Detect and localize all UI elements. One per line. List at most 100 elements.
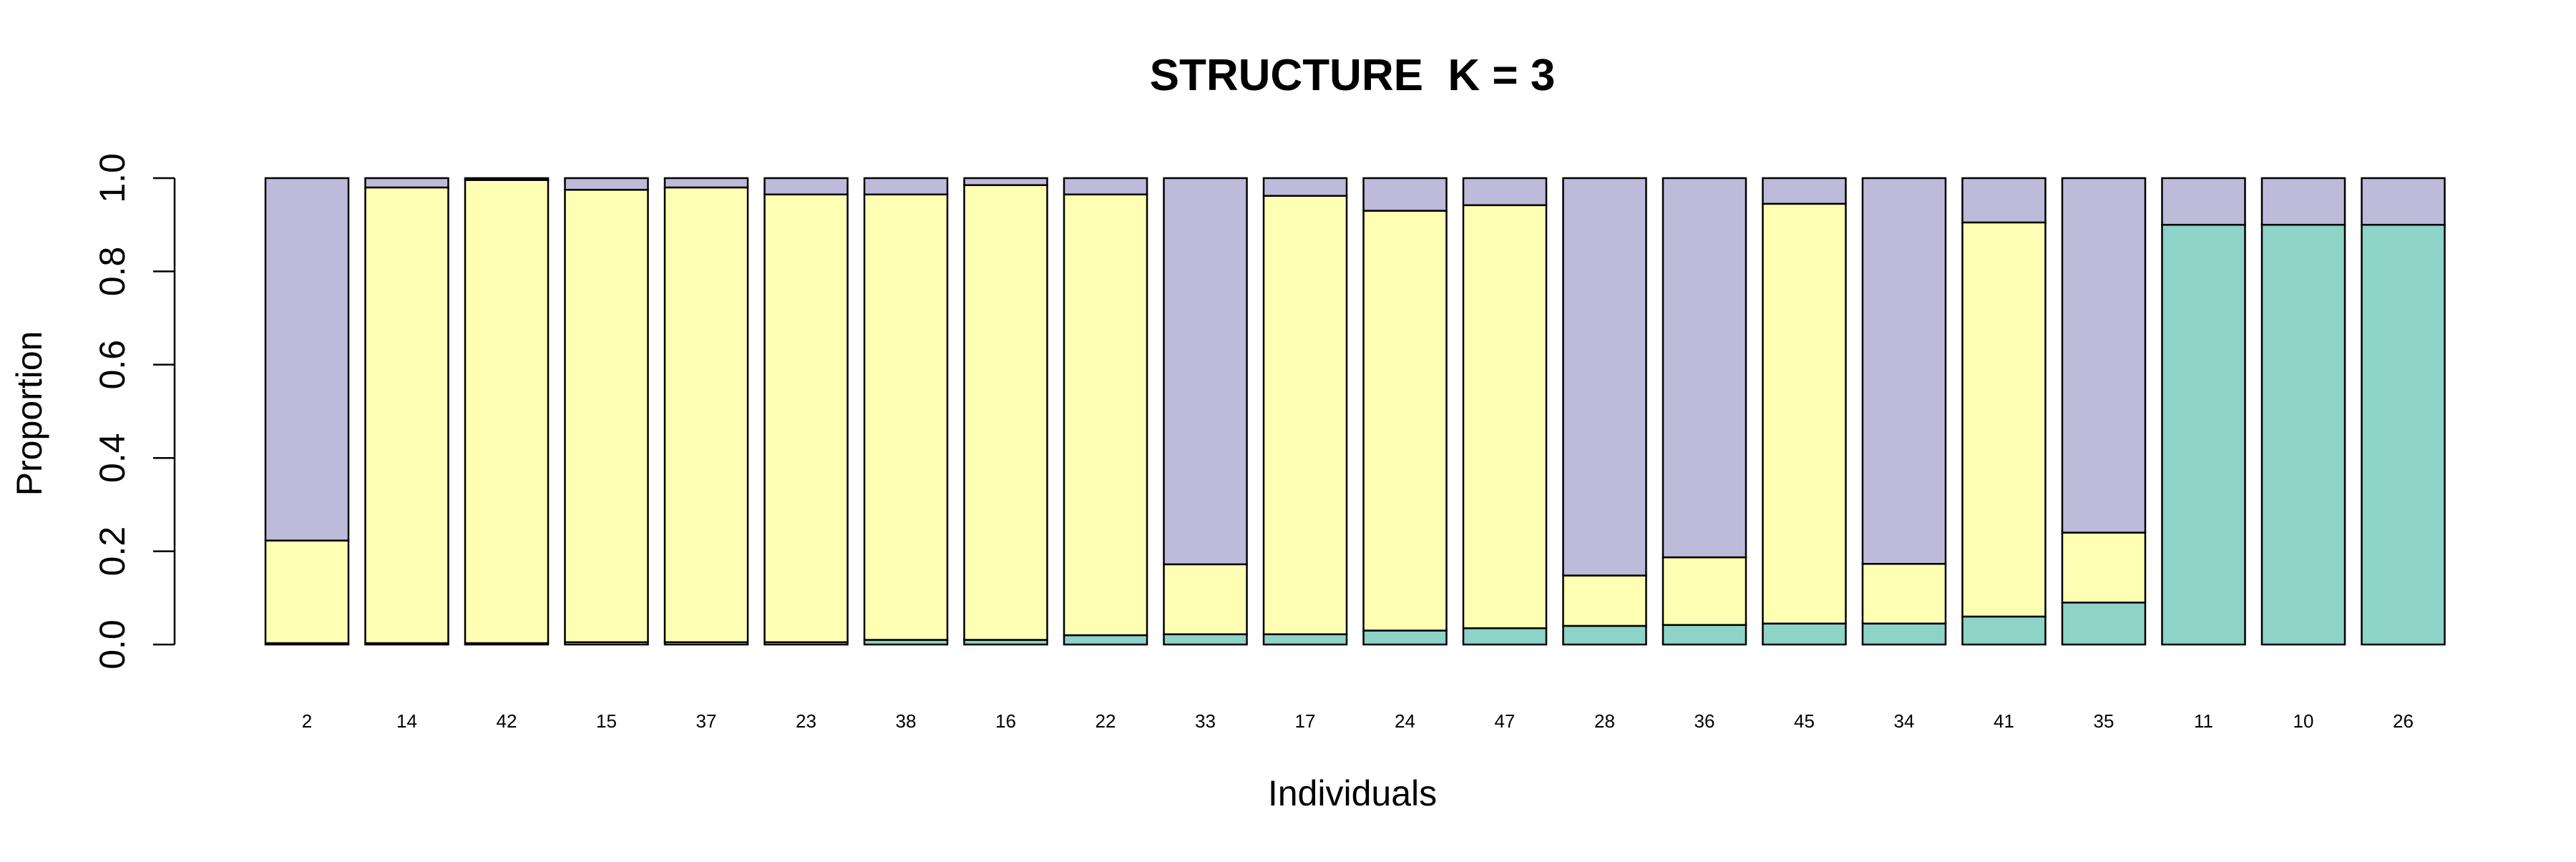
x-tick-label: 42	[497, 710, 517, 732]
bar-segment-42-3	[464, 177, 550, 181]
y-axis: 0.0 0.2 0.4 0.6 0.8 1.0	[92, 153, 176, 670]
bar-segment-45-3	[1762, 177, 1847, 205]
bar-26	[2361, 177, 2446, 646]
bar-segment-24-2	[1362, 210, 1448, 632]
x-tick-label: 10	[2293, 710, 2314, 732]
bar-segment-33-3	[1163, 177, 1248, 566]
bar-37	[663, 177, 749, 646]
bar-segment-2-2	[264, 539, 350, 645]
bar-segment-28-1	[1562, 625, 1647, 646]
bar-segment-15-3	[564, 177, 649, 191]
bar-segment-35-3	[2061, 177, 2147, 534]
x-tick-label: 22	[1096, 710, 1116, 732]
x-tick-label: 37	[696, 710, 717, 732]
x-tick-label: 35	[2094, 710, 2114, 732]
bar-segment-28-3	[1562, 177, 1647, 577]
bar-22	[1063, 177, 1148, 646]
x-tick-label: 34	[1894, 710, 1915, 732]
x-tick-label: 28	[1594, 710, 1615, 732]
x-tick-label: 15	[596, 710, 617, 732]
bar-34	[1861, 177, 1947, 646]
x-tick-label: 41	[1994, 710, 2014, 732]
y-tick-label: 1.0	[92, 153, 132, 203]
bar-segment-17-3	[1262, 177, 1348, 197]
bar-segment-11-3	[2161, 177, 2246, 226]
bar-segment-22-2	[1063, 193, 1148, 637]
x-tick-label: 24	[1395, 710, 1415, 732]
bar-segment-24-1	[1362, 630, 1448, 646]
bar-segment-23-2	[763, 193, 849, 643]
chart-title: STRUCTURE K = 3	[1150, 51, 1556, 100]
bar-segment-17-1	[1262, 633, 1348, 646]
bar-24	[1362, 177, 1448, 646]
bar-segment-11-1	[2161, 223, 2246, 646]
x-tick-label: 26	[2393, 710, 2414, 732]
bar-segment-36-1	[1662, 624, 1747, 646]
bar-segment-34-2	[1861, 562, 1947, 625]
bar-segment-14-2	[364, 186, 449, 645]
y-tick-label: 0.4	[92, 433, 132, 483]
bar-segment-14-3	[364, 177, 449, 189]
bar-segment-37-2	[663, 186, 749, 643]
bar-segment-47-3	[1462, 177, 1548, 207]
bar-segment-41-1	[1961, 615, 2046, 646]
bar-42	[464, 177, 550, 646]
y-tick-label: 0.0	[92, 619, 132, 670]
bar-segment-38-3	[863, 177, 949, 196]
x-tick-label: 23	[796, 710, 816, 732]
bar-segment-10-1	[2260, 223, 2346, 646]
bar-segment-33-2	[1163, 563, 1248, 635]
x-tick-label: 17	[1295, 710, 1316, 732]
x-tick-label: 16	[995, 710, 1016, 732]
bar-segment-23-3	[763, 177, 849, 196]
bar-23	[763, 177, 849, 646]
bars	[264, 177, 2446, 646]
bar-segment-34-3	[1861, 177, 1947, 565]
bar-17	[1262, 177, 1348, 646]
bar-segment-28-2	[1562, 574, 1647, 627]
bar-segment-24-3	[1362, 177, 1448, 212]
x-tick-label: 45	[1794, 710, 1815, 732]
x-tick-label: 11	[2194, 710, 2213, 732]
bar-segment-36-2	[1662, 556, 1747, 626]
bar-segment-34-1	[1861, 622, 1947, 646]
bar-segment-16-2	[963, 184, 1048, 641]
bar-segment-37-3	[663, 177, 749, 189]
bar-10	[2260, 177, 2346, 646]
bar-segment-47-1	[1462, 627, 1548, 646]
bar-segment-47-2	[1462, 204, 1548, 630]
bar-15	[564, 177, 649, 646]
bar-segment-10-3	[2260, 177, 2346, 226]
bar-33	[1163, 177, 1248, 646]
bar-28	[1562, 177, 1647, 646]
x-tick-label: 36	[1694, 710, 1715, 732]
bar-36	[1662, 177, 1747, 646]
y-tick-label: 0.8	[92, 247, 132, 297]
x-axis-label: Individuals	[1268, 773, 1437, 813]
bar-segment-17-2	[1262, 195, 1348, 635]
x-tick-label: 14	[396, 710, 417, 732]
bar-segment-22-3	[1063, 177, 1148, 196]
bar-segment-26-3	[2361, 177, 2446, 226]
bar-segment-42-2	[464, 179, 550, 645]
bar-segment-33-1	[1163, 633, 1248, 646]
bar-14	[364, 177, 449, 646]
bar-segment-45-1	[1762, 622, 1847, 646]
x-tick-label: 2	[302, 710, 312, 732]
bar-11	[2161, 177, 2246, 646]
bar-segment-36-3	[1662, 177, 1747, 559]
bar-segment-35-1	[2061, 602, 2147, 646]
bar-16	[963, 177, 1048, 646]
bar-45	[1762, 177, 1847, 646]
bar-segment-15-2	[564, 189, 649, 643]
bar-segment-16-3	[963, 177, 1048, 187]
x-tick-label: 38	[896, 710, 917, 732]
bar-segment-2-3	[264, 177, 350, 542]
bar-segment-45-2	[1762, 202, 1847, 625]
bar-segment-38-2	[863, 193, 949, 641]
bar-segment-22-1	[1063, 634, 1148, 646]
x-tick-label: 47	[1495, 710, 1516, 732]
bar-segment-41-2	[1961, 221, 2046, 618]
